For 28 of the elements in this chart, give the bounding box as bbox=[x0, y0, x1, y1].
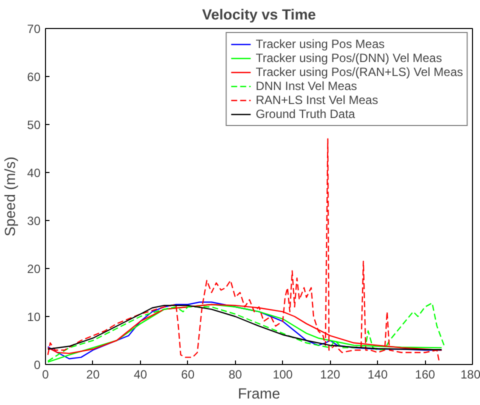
line-series bbox=[47, 138, 440, 363]
x-tick-label: 180 bbox=[460, 368, 480, 382]
y-tick-label: 50 bbox=[27, 118, 41, 132]
x-tick-label: 140 bbox=[368, 368, 388, 382]
x-tick-label: 0 bbox=[42, 368, 50, 382]
x-tick-label: 80 bbox=[228, 368, 242, 382]
legend-label: Tracker using Pos/(DNN) Vel Meas bbox=[256, 51, 442, 65]
chart-title: Velocity vs Time bbox=[202, 8, 316, 24]
y-tick-label: 70 bbox=[27, 22, 41, 36]
legend-label: Tracker using Pos Meas bbox=[256, 37, 385, 51]
x-tick-label: 20 bbox=[86, 368, 100, 382]
legend-label: RAN+LS Inst Vel Meas bbox=[256, 93, 378, 107]
y-tick-label: 20 bbox=[27, 262, 41, 276]
x-tick-label: 40 bbox=[134, 368, 148, 382]
x-tick-label: 120 bbox=[320, 368, 341, 382]
y-axis-title: Speed (m/s) bbox=[3, 156, 20, 236]
x-tick-label: 100 bbox=[272, 368, 294, 382]
y-tick-label: 30 bbox=[27, 214, 41, 228]
legend-label: DNN Inst Vel Meas bbox=[256, 79, 358, 93]
y-tick-label: 0 bbox=[34, 358, 41, 372]
legend-label: Tracker using Pos/(RAN+LS) Vel Meas bbox=[256, 65, 463, 79]
legend-label: Ground Truth Data bbox=[256, 107, 356, 121]
x-tick-label: 60 bbox=[181, 368, 195, 382]
x-axis-title: Frame bbox=[238, 386, 280, 402]
y-tick-label: 60 bbox=[27, 70, 41, 84]
y-tick-label: 40 bbox=[27, 166, 41, 180]
y-tick-label: 10 bbox=[27, 310, 41, 324]
x-tick-label: 160 bbox=[415, 368, 436, 382]
